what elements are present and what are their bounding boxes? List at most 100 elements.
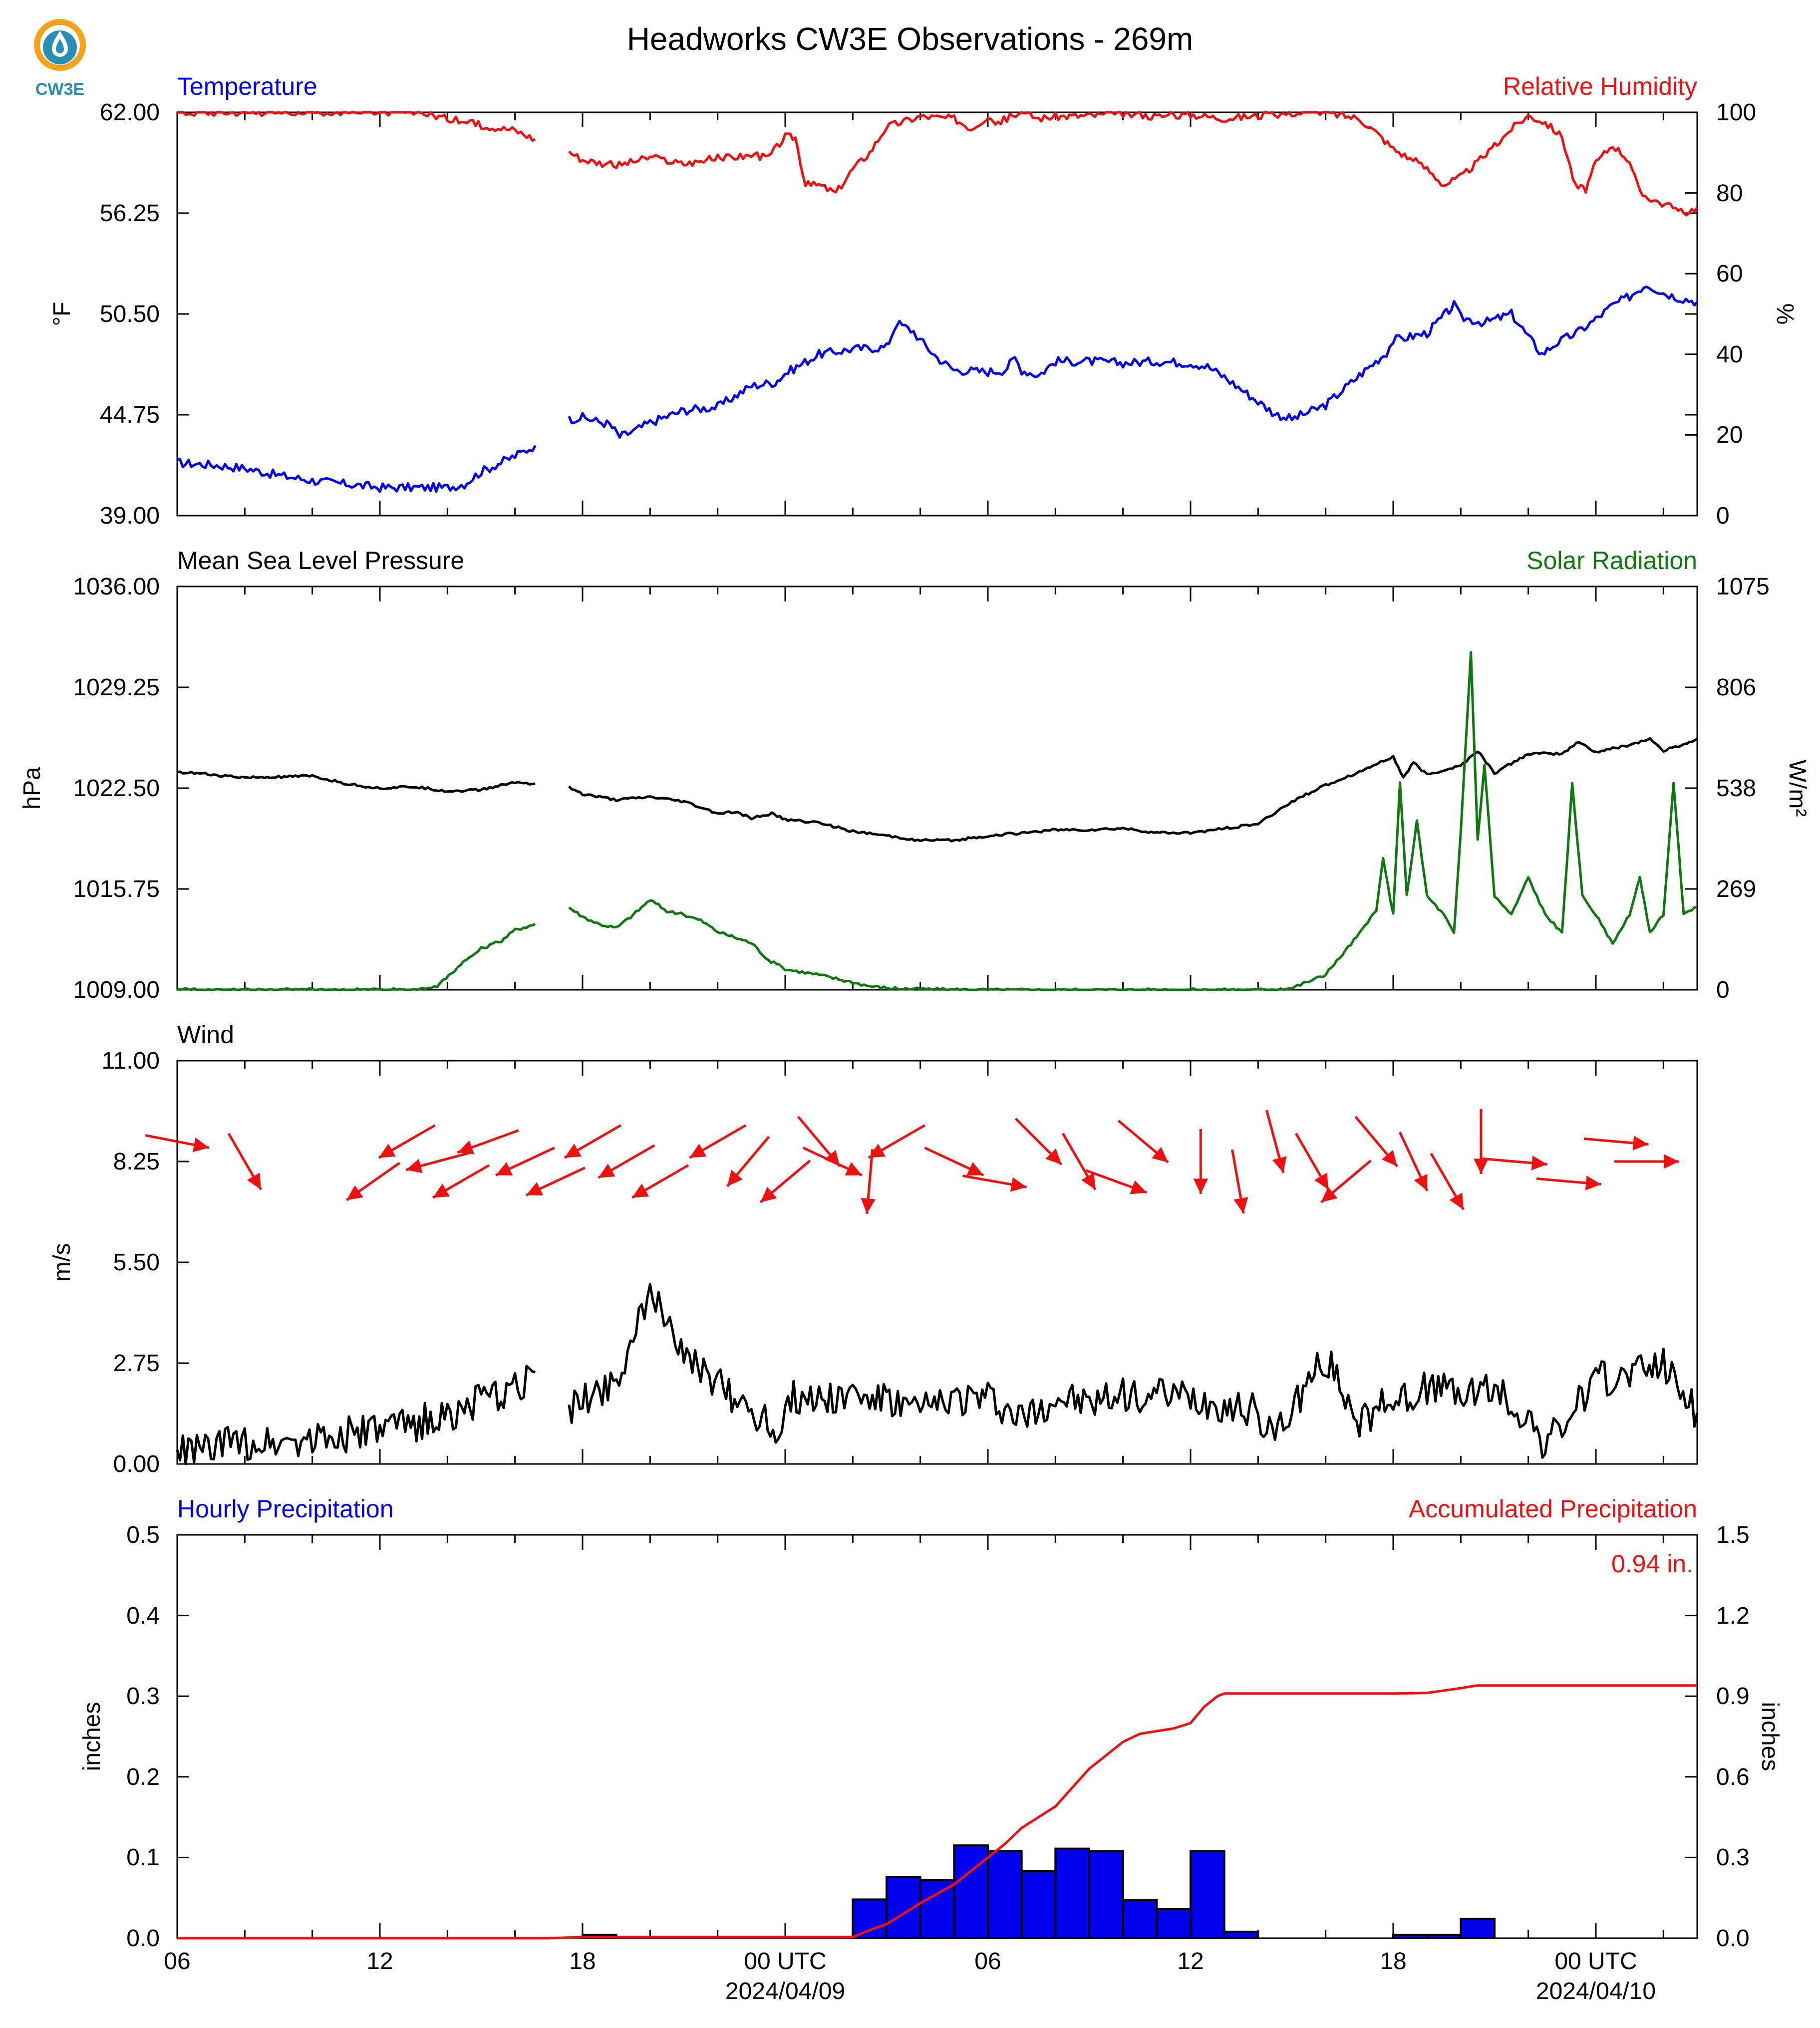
wind-arrow-head <box>1193 1178 1209 1194</box>
rh-tick-label: 40 <box>1716 341 1743 368</box>
wind-arrow-head <box>1531 1156 1547 1170</box>
solar-tick-label: 269 <box>1716 876 1756 902</box>
temperature-line <box>568 286 1698 439</box>
wind-arrow-head <box>632 1183 649 1198</box>
pressure-panel-frame <box>176 585 1698 991</box>
precipitation-bar <box>1054 1847 1090 1940</box>
temp-tick-label: 44.75 <box>100 402 160 428</box>
wind-arrow-head <box>496 1162 513 1175</box>
wind-arrow-head <box>1152 1147 1169 1162</box>
relative-humidity-line <box>568 111 1699 217</box>
precipitation-ticks <box>176 1534 1697 1939</box>
x-tick-label: 06 <box>164 1948 190 1975</box>
wind-arrow-head <box>869 1144 886 1158</box>
precipitation-panel-frame <box>176 1534 1698 1939</box>
x-tick-label: 12 <box>366 1948 393 1975</box>
wind-arrow-head <box>845 1162 862 1175</box>
wind-arrow-head <box>1233 1197 1248 1214</box>
wind-arrow-head <box>1381 1150 1397 1166</box>
wind-arrow-head <box>1474 1159 1489 1174</box>
x-tick-label: 18 <box>569 1948 596 1975</box>
precipitation-bar <box>852 1898 888 1939</box>
rh-tick-label: 100 <box>1716 99 1756 126</box>
precip-left-tick-label: 0.1 <box>126 1844 160 1871</box>
precipitation-bar <box>953 1844 989 1939</box>
wind-arrow-head <box>1663 1154 1679 1169</box>
wind-direction-arrows <box>145 1109 1679 1214</box>
wind-arrow-head <box>192 1138 209 1153</box>
wind-ticks <box>176 1060 1664 1465</box>
temp-tick-label: 39.00 <box>100 503 160 529</box>
wind-lines <box>176 1283 1699 1465</box>
x-date-label: 2024/04/09 <box>725 1978 845 2005</box>
cw3e-logo: CW3E <box>34 19 86 99</box>
precip-right-tick-label: 0.6 <box>1716 1764 1750 1790</box>
solar-tick-label: 1075 <box>1716 574 1770 600</box>
solar-tick-label: 0 <box>1716 977 1730 1003</box>
hourly-precipitation-title: Hourly Precipitation <box>177 1495 394 1523</box>
x-tick-label: 00 UTC <box>744 1948 826 1975</box>
wind-arrow-head <box>861 1197 876 1214</box>
wind-arrow-head <box>1632 1136 1649 1151</box>
wind-arrow-head <box>346 1185 363 1200</box>
x-tick-label: 00 UTC <box>1554 1948 1637 1975</box>
wind-arrow-head <box>760 1186 777 1202</box>
temperature-title: Temperature <box>177 72 317 100</box>
rh-tick-label: 80 <box>1716 180 1743 207</box>
wind-arrow-head <box>1010 1177 1027 1192</box>
pressure-tick-label: 1015.75 <box>73 876 160 902</box>
x-tick-label: 06 <box>974 1948 1001 1975</box>
pressure-ticks <box>176 585 1697 991</box>
wind-tick-label: 5.50 <box>113 1249 160 1276</box>
wind-line <box>568 1283 1699 1459</box>
temp-tick-label: 62.00 <box>100 99 160 126</box>
wind-arrow-head <box>406 1159 423 1173</box>
wind-arrow-head <box>1585 1175 1601 1190</box>
pressure-tick-label: 1036.00 <box>73 574 160 600</box>
wind-line <box>176 1365 536 1465</box>
wind-arrow-head <box>247 1172 261 1190</box>
wind-arrow-head <box>433 1183 450 1198</box>
mean-sea-level-pressure-line <box>568 737 1698 843</box>
precipitation-bar <box>1392 1934 1428 1939</box>
wind-arrow-head <box>598 1163 615 1178</box>
precipitation-bar <box>1122 1899 1158 1940</box>
x-date-label: 2024/04/10 <box>1536 1978 1656 2005</box>
precip-right-tick-label: 0.3 <box>1716 1844 1750 1871</box>
wind-title: Wind <box>177 1021 234 1049</box>
solar-tick-label: 806 <box>1716 674 1756 701</box>
precipitation-bar <box>1426 1934 1462 1939</box>
precip-right-tick-label: 0.9 <box>1716 1683 1750 1710</box>
wind-arrow-head <box>526 1182 543 1195</box>
wind-arrow-head <box>1414 1173 1428 1191</box>
wind-arrow-head <box>689 1144 707 1158</box>
precip-right-ylabel: inches <box>1757 1702 1783 1771</box>
wind-tick-label: 8.25 <box>113 1149 160 1175</box>
wind-arrow-head <box>1321 1186 1338 1202</box>
precip-left-tick-label: 0.4 <box>126 1603 160 1629</box>
precip-right-tick-label: 1.2 <box>1716 1603 1750 1629</box>
precipitation-bar <box>1088 1850 1124 1939</box>
temperature-panel: Temperature Relative Humidity °F % 39.00… <box>49 72 1798 529</box>
rh-tick-label: 0 <box>1716 503 1730 529</box>
pressure-panel: Mean Sea Level Pressure Solar Radiation … <box>19 547 1811 1003</box>
precip-right-tick-label: 0.0 <box>1716 1925 1750 1952</box>
humidity-ylabel: % <box>1772 303 1798 325</box>
temperature-lines <box>177 111 1699 493</box>
pressure-ylabel: hPa <box>19 767 45 810</box>
pressure-tick-label: 1009.00 <box>73 977 160 1003</box>
wind-tick-label: 0.00 <box>113 1451 160 1477</box>
accumulated-total-label: 0.94 in. <box>1611 1550 1693 1578</box>
rh-tick-label: 60 <box>1716 261 1743 287</box>
mean-sea-level-pressure-line <box>177 770 536 793</box>
wind-ylabel: m/s <box>49 1243 75 1281</box>
x-tick-label: 18 <box>1380 1948 1406 1975</box>
logo-text: CW3E <box>35 80 84 99</box>
x-tick-label: 12 <box>1177 1948 1204 1975</box>
wind-arrow-head <box>1081 1172 1096 1190</box>
page-title: Headworks CW3E Observations - 269m <box>627 21 1194 57</box>
wind-arrow-head <box>1314 1172 1329 1190</box>
precip-left-tick-label: 0.2 <box>126 1764 160 1790</box>
accumulated-precipitation-line <box>177 1684 1697 1940</box>
